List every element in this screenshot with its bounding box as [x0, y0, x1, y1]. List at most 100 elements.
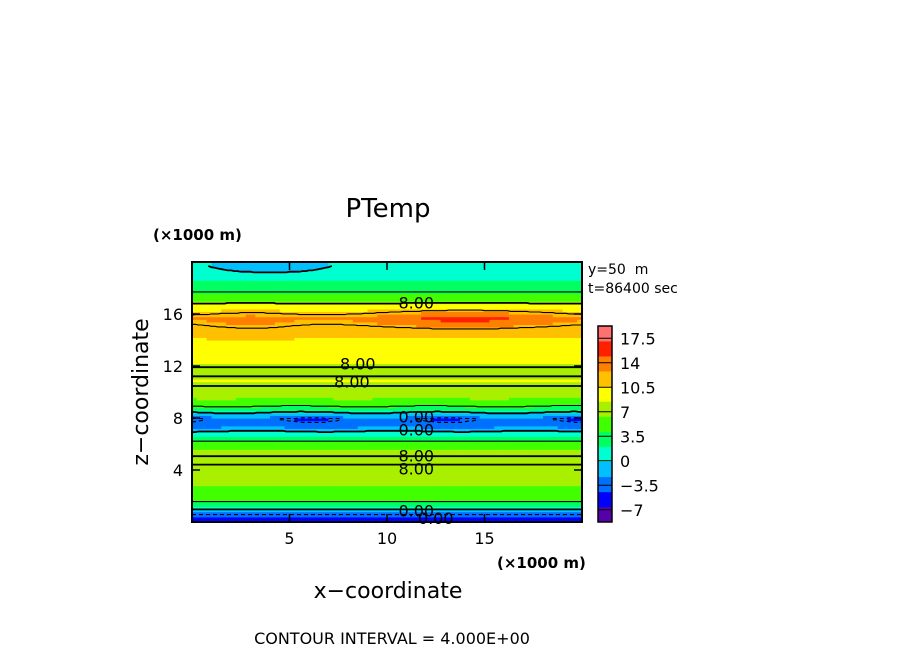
field-cell — [523, 511, 529, 515]
field-cell — [328, 423, 334, 427]
field-cell — [284, 488, 291, 492]
field-cell — [270, 472, 276, 476]
field-cell — [221, 415, 227, 419]
field-cell — [518, 516, 525, 520]
field-cell — [367, 379, 373, 383]
field-cell — [543, 433, 549, 437]
field-cell — [382, 371, 388, 375]
field-cell — [333, 451, 339, 455]
field-cell — [435, 433, 442, 437]
field-cell — [279, 470, 286, 474]
field-cell — [304, 446, 310, 450]
field-cell — [421, 483, 427, 487]
field-cell — [538, 446, 544, 450]
field-cell — [499, 472, 505, 476]
field-cell — [396, 446, 403, 450]
field-cell — [328, 444, 334, 448]
field-cell — [494, 360, 500, 364]
field-cell — [309, 444, 315, 448]
field-cell — [274, 485, 281, 489]
field-cell — [426, 493, 432, 497]
field-cell — [338, 459, 344, 463]
field-cell — [401, 459, 408, 463]
field-cell — [309, 425, 315, 429]
field-cell — [528, 459, 534, 463]
field-cell — [284, 394, 291, 398]
field-cell — [382, 431, 388, 435]
field-cell — [352, 472, 359, 476]
field-cell — [416, 399, 422, 403]
field-cell — [508, 397, 515, 401]
field-cell — [328, 488, 334, 492]
field-cell — [401, 433, 408, 437]
field-cell — [372, 431, 378, 435]
field-cell — [465, 433, 471, 437]
field-cell — [440, 420, 447, 424]
field-cell — [309, 514, 315, 518]
field-cell — [333, 425, 339, 429]
field-cell — [221, 449, 227, 453]
field-cell — [421, 498, 427, 502]
field-cell — [279, 488, 286, 492]
field-cell — [270, 381, 276, 385]
field-cell — [411, 371, 417, 375]
field-cell — [426, 446, 432, 450]
field-cell — [196, 376, 203, 380]
field-cell — [216, 464, 222, 468]
field-cell — [499, 501, 505, 505]
field-cell — [265, 516, 271, 520]
field-cell — [469, 498, 476, 502]
field-cell — [430, 490, 437, 494]
field-cell — [435, 425, 442, 429]
field-cell — [538, 376, 544, 380]
field-cell — [367, 410, 373, 414]
field-cell — [255, 459, 261, 463]
field-cell — [343, 420, 349, 424]
field-cell — [377, 470, 383, 474]
field-cell — [396, 376, 403, 380]
field-cell — [274, 386, 281, 390]
field-cell — [260, 467, 266, 471]
field-cell — [474, 519, 481, 522]
field-cell — [367, 493, 373, 497]
field-cell — [348, 514, 354, 518]
field-cell — [192, 379, 198, 383]
field-cell — [562, 444, 568, 448]
field-cell — [440, 457, 447, 461]
field-cell — [231, 399, 237, 403]
field-cell — [421, 402, 427, 406]
field-cell — [235, 464, 242, 468]
field-cell — [567, 509, 573, 513]
field-cell — [396, 423, 403, 427]
field-cell — [489, 420, 495, 424]
field-cell — [421, 449, 427, 453]
field-cell — [362, 386, 369, 390]
field-cell — [465, 493, 471, 497]
field-cell — [216, 446, 222, 450]
field-cell — [435, 363, 442, 367]
field-cell — [572, 506, 578, 510]
field-cell — [274, 464, 281, 468]
field-cell — [508, 480, 515, 484]
field-cell — [577, 483, 582, 487]
field-cell — [465, 418, 471, 422]
field-cell — [528, 407, 534, 411]
field-cell — [328, 368, 334, 372]
field-cell — [192, 511, 198, 515]
field-cell — [435, 519, 442, 522]
field-cell — [357, 368, 364, 372]
field-cell — [382, 407, 388, 411]
field-cell — [367, 511, 373, 515]
field-cell — [533, 433, 539, 437]
field-cell — [562, 514, 568, 518]
field-cell — [377, 423, 383, 427]
field-cell — [192, 519, 198, 522]
field-cell — [484, 516, 490, 520]
field-cell — [245, 509, 252, 513]
field-cell — [289, 444, 295, 448]
field-cell — [318, 477, 325, 481]
field-cell — [396, 399, 403, 403]
field-cell — [265, 459, 271, 463]
field-cell — [435, 386, 442, 390]
field-cell — [338, 360, 344, 364]
